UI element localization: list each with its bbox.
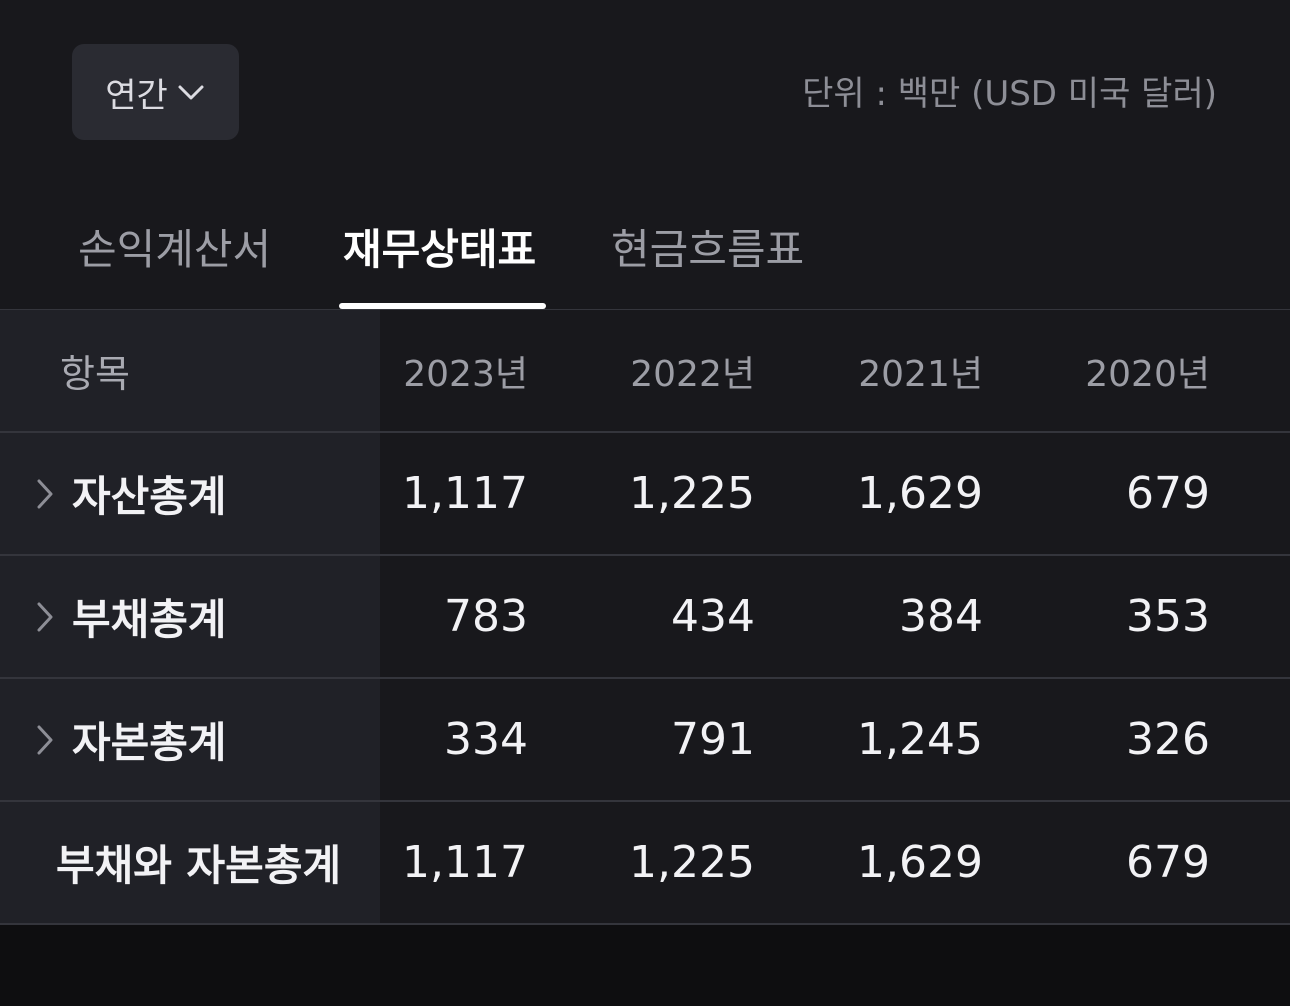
row-label: 부채와 자본총계 [56,841,342,890]
tab-income-statement[interactable]: 손익계산서 [78,225,272,274]
row-values: 1,117 1,225 1,629 679 [380,802,1290,923]
header-label: 항목 [60,352,130,396]
table-row-total-assets[interactable]: 자산총계 1,117 1,225 1,629 679 [0,433,1290,556]
table-cell: 434 [671,591,755,642]
chevron-right-icon[interactable] [32,600,58,634]
row-values: 334 791 1,245 326 [380,679,1290,800]
row-label-cell[interactable]: 자본총계 [0,679,380,800]
row-values: 1,117 1,225 1,629 679 [380,433,1290,554]
chevron-right-icon[interactable] [32,723,58,757]
row-values: 783 434 384 353 [380,556,1290,677]
table-cell: 791 [671,714,755,765]
table-cell: 1,117 [402,468,528,519]
table-cell: 679 [1126,468,1210,519]
year-header: 2021년 [858,353,983,395]
row-label-cell: 부채와 자본총계 [0,802,380,923]
balance-sheet-table: 항목 2023년 2022년 2021년 2020년 자산총계 1,117 1,… [0,310,1290,925]
table-row-liabilities-and-equity: 부채와 자본총계 1,117 1,225 1,629 679 [0,802,1290,925]
period-label: 연간 [105,75,168,116]
table-cell: 783 [444,591,528,642]
table-header-row: 항목 2023년 2022년 2021년 2020년 [0,310,1290,433]
statement-tabs: 손익계산서 재무상태표 현금흐름표 [0,198,1290,310]
year-header: 2022년 [630,353,755,395]
chevron-right-icon[interactable] [32,477,58,511]
tab-cash-flow[interactable]: 현금흐름표 [611,225,805,274]
table-cell: 1,629 [857,468,983,519]
year-header: 2020년 [1085,353,1210,395]
active-tab-indicator [339,303,546,309]
table-cell: 384 [899,591,983,642]
table-cell: 353 [1126,591,1210,642]
unit-text: 단위 : 백만 (USD 미국 달러) [802,74,1217,114]
table-cell: 326 [1126,714,1210,765]
row-label-cell[interactable]: 자산총계 [0,433,380,554]
row-label-cell[interactable]: 부채총계 [0,556,380,677]
table-row-total-liabilities[interactable]: 부채총계 783 434 384 353 [0,556,1290,679]
header-label-cell: 항목 [0,310,380,431]
table-cell: 1,225 [629,468,755,519]
table-row-total-equity[interactable]: 자본총계 334 791 1,245 326 [0,679,1290,802]
bottom-bar [0,925,1290,1006]
table-cell: 1,225 [629,837,755,888]
row-label: 자본총계 [72,718,227,767]
year-header: 2023년 [403,353,528,395]
period-dropdown[interactable]: 연간 [72,44,239,140]
financial-panel: 연간 단위 : 백만 (USD 미국 달러) 손익계산서 재무상태표 현금흐름표… [0,0,1290,925]
row-label: 자산총계 [72,472,227,521]
row-label: 부채총계 [72,595,227,644]
table-cell: 334 [444,714,528,765]
chevron-down-icon [178,85,204,100]
table-cell: 1,245 [857,714,983,765]
header-years: 2023년 2022년 2021년 2020년 [380,310,1290,431]
table-cell: 679 [1126,837,1210,888]
table-cell: 1,117 [402,837,528,888]
tab-balance-sheet[interactable]: 재무상태표 [343,225,537,274]
table-cell: 1,629 [857,837,983,888]
